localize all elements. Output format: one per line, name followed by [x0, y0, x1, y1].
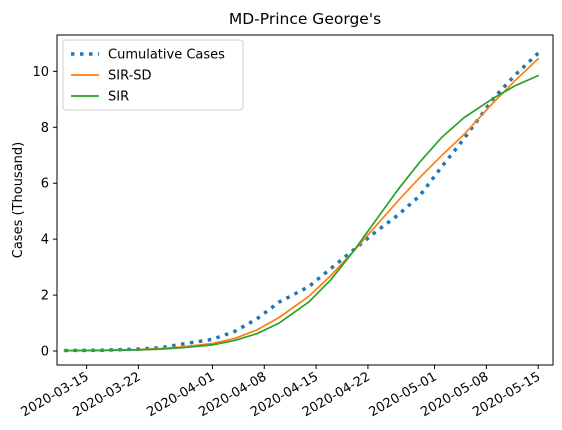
legend-label-sir-sd: SIR-SD — [108, 69, 152, 84]
y-tick-label: 2 — [41, 289, 49, 304]
legend-box — [62, 39, 244, 111]
legend-label-sir: SIR — [108, 90, 129, 105]
y-tick-label: 6 — [41, 177, 49, 192]
legend: Cumulative Cases SIR-SD SIR — [62, 39, 244, 111]
series-line-cumulative-cases — [64, 51, 540, 353]
y-tick-label: 8 — [41, 121, 49, 136]
plot-frame — [56, 34, 554, 366]
chart-title: MD-Prince George's — [229, 10, 381, 28]
legend-label-cumulative-cases: Cumulative Cases — [108, 48, 225, 63]
plot-layer — [63, 51, 540, 353]
y-tick-label: 0 — [41, 345, 49, 360]
y-tick-label: 10 — [32, 65, 49, 80]
y-tick-label: 4 — [41, 233, 49, 248]
y-axis-label: Cases (Thousand) — [11, 142, 26, 258]
series-line-sir — [63, 74, 540, 352]
